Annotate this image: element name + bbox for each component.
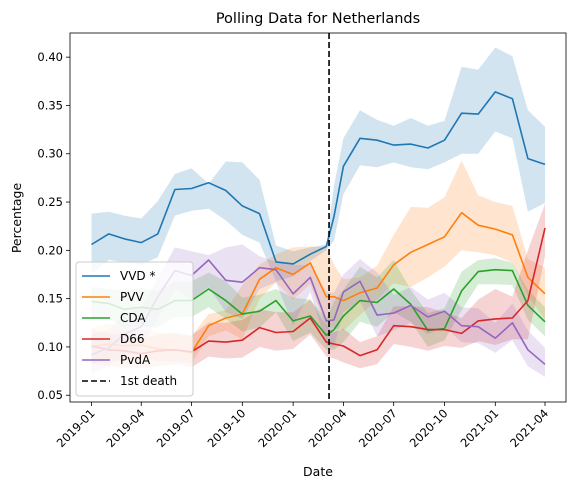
band-d66 bbox=[91, 204, 545, 369]
x-tick-label: 2019-07 bbox=[154, 406, 198, 450]
line-vvd bbox=[91, 91, 546, 265]
x-tick-label: 2019-10 bbox=[205, 406, 249, 450]
band-pvv bbox=[91, 160, 545, 365]
band-vvd bbox=[91, 47, 545, 282]
legend-box bbox=[75, 261, 194, 397]
legend-label: VVD * bbox=[120, 269, 155, 283]
x-tick-label: 2019-01 bbox=[54, 406, 98, 450]
x-tick-label: 2020-07 bbox=[356, 406, 400, 450]
confidence-bands bbox=[91, 47, 545, 377]
y-tick-label: 0.25 bbox=[37, 195, 63, 209]
legend: VVD * PVV CDA D66 PvdA 1st death bbox=[75, 261, 194, 397]
legend-label: D66 bbox=[120, 332, 145, 346]
plot-frame bbox=[69, 32, 567, 403]
y-axis-ticks: 0.05 0.10 0.15 0.20 0.25 0.30 0.35 0.40 bbox=[37, 50, 70, 402]
legend-label: 1st death bbox=[120, 374, 177, 388]
y-tick-label: 0.05 bbox=[37, 388, 63, 402]
x-tick-label: 2021-01 bbox=[458, 406, 502, 450]
y-tick-label: 0.20 bbox=[37, 243, 63, 257]
y-tick-label: 0.30 bbox=[37, 147, 63, 161]
legend-label: PVV bbox=[120, 290, 144, 304]
y-axis-label: Percentage bbox=[9, 183, 24, 254]
band-cda bbox=[91, 258, 545, 350]
y-tick-label: 0.10 bbox=[37, 340, 63, 354]
y-tick-label: 0.40 bbox=[37, 50, 63, 64]
x-axis-label: Date bbox=[303, 464, 333, 479]
chart-title: Polling Data for Netherlands bbox=[216, 11, 420, 27]
x-tick-label: 2019-04 bbox=[103, 406, 147, 450]
x-tick-label: 2021-04 bbox=[507, 406, 551, 450]
y-tick-label: 0.35 bbox=[37, 98, 63, 112]
x-tick-label: 2020-01 bbox=[255, 406, 299, 450]
band-pvda bbox=[91, 244, 545, 377]
y-tick-label: 0.15 bbox=[37, 292, 63, 306]
legend-label: CDA bbox=[120, 311, 146, 325]
x-axis-ticks: 2019-01 2019-04 2019-07 2019-10 2020-01 2020-… bbox=[54, 402, 551, 450]
x-tick-label: 2020-04 bbox=[306, 406, 350, 450]
x-tick-label: 2020-10 bbox=[407, 406, 451, 450]
legend-label: PvdA bbox=[120, 353, 151, 367]
